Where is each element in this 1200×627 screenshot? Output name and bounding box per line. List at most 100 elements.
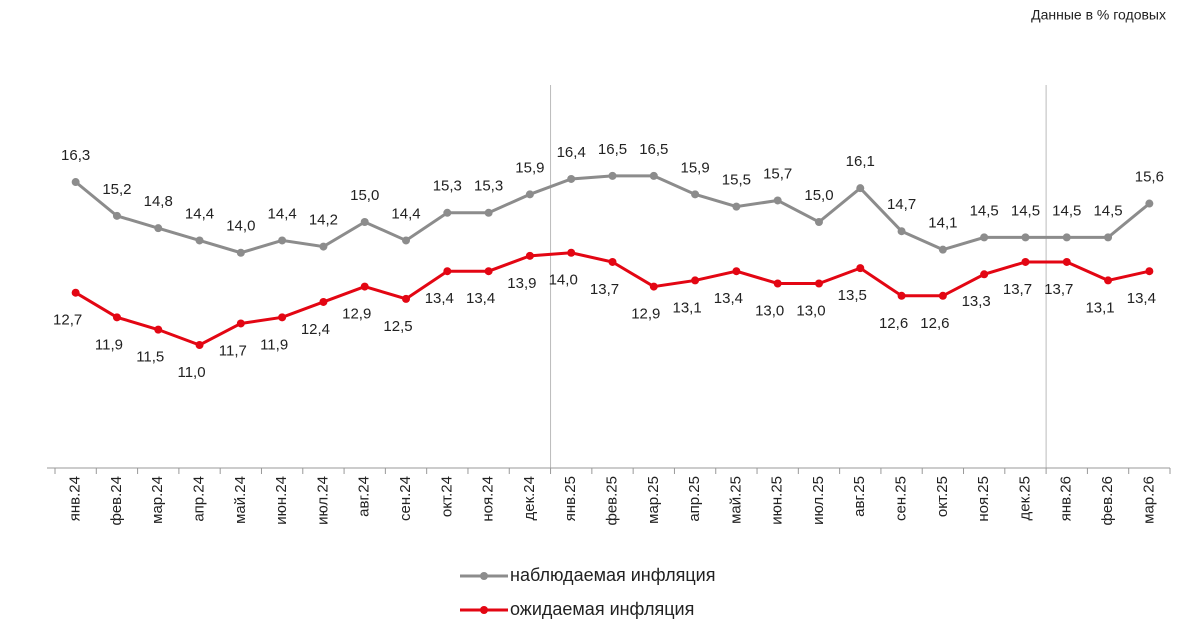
data-label: 11,9 [95,336,123,353]
marker [732,202,741,211]
data-label: 14,8 [144,193,173,210]
marker [608,257,617,266]
marker [1145,267,1154,276]
data-label: 14,7 [887,196,916,213]
data-label: 13,4 [1127,290,1156,307]
marker [319,242,328,251]
x-tick-label: июл.25 [810,476,827,525]
legend-marker [480,606,488,614]
legend-marker [480,572,488,580]
x-tick-label: апр.25 [686,476,703,522]
x-tick-label: апр.24 [191,476,208,522]
data-label: 14,2 [309,212,338,229]
x-tick-label: май.25 [727,476,744,524]
marker [154,325,163,334]
data-label: 12,9 [631,306,660,323]
marker [278,236,287,245]
marker [567,248,576,257]
marker [154,224,163,233]
marker [1104,276,1113,285]
data-label: 12,7 [53,312,82,329]
marker [814,279,823,288]
x-tick-label: янв.24 [67,476,84,521]
data-label: 11,7 [219,342,247,359]
x-tick-label: авг.25 [851,476,868,517]
data-label: 13,3 [962,293,991,310]
marker [71,288,80,297]
marker [402,236,411,245]
marker [980,270,989,279]
marker [1145,199,1154,208]
x-tick-label: сен.25 [893,476,910,521]
marker [195,236,204,245]
data-label: 13,9 [507,275,536,292]
x-tick-label: дек.24 [521,476,538,521]
data-label: 16,5 [639,141,668,158]
marker [360,282,369,291]
data-label: 13,7 [590,281,619,298]
data-label: 15,7 [763,165,792,182]
data-label: 15,9 [680,159,709,176]
marker [484,267,493,276]
data-label: 14,5 [1011,202,1040,219]
marker [897,291,906,300]
data-label: 13,1 [672,299,701,316]
x-tick-label: авг.24 [356,476,373,517]
marker [691,276,700,285]
data-label: 16,1 [846,153,875,170]
marker [112,313,121,322]
marker [236,319,245,328]
marker [938,245,947,254]
marker [938,291,947,300]
x-tick-label: окт.25 [934,476,951,517]
x-tick-label: янв.25 [562,476,579,521]
x-tick-label: фев.24 [108,476,125,526]
marker [773,279,782,288]
data-label: 15,0 [804,187,833,204]
marker [691,190,700,199]
data-label: 14,1 [928,215,957,232]
data-label: 13,4 [425,290,454,307]
data-label: 13,4 [714,290,743,307]
data-label: 13,5 [838,287,867,304]
marker [112,211,121,220]
data-label: 15,5 [722,172,751,189]
x-tick-label: июл.24 [314,476,331,525]
data-label: 14,0 [549,272,578,289]
data-label: 15,3 [433,178,462,195]
data-label: 12,6 [920,315,949,332]
data-label: 16,3 [61,147,90,164]
x-tick-label: фев.26 [1099,476,1116,526]
data-label: 14,5 [970,202,999,219]
data-label: 14,4 [391,205,420,222]
marker [1062,257,1071,266]
marker [856,184,865,193]
data-label: 15,6 [1135,169,1164,186]
data-label: 13,1 [1085,299,1114,316]
data-label: 16,4 [557,144,586,161]
marker [1021,257,1030,266]
data-label: 15,3 [474,178,503,195]
x-tick-label: ноя.24 [480,476,497,522]
data-label: 13,7 [1044,281,1073,298]
data-label: 16,5 [598,141,627,158]
marker [195,341,204,349]
x-tick-label: ноя.25 [975,476,992,522]
data-label: 14,0 [226,218,255,235]
marker [525,251,534,260]
data-label: 11,0 [177,364,205,381]
marker [360,218,369,226]
marker [402,294,411,303]
marker [814,218,823,226]
marker [278,313,287,322]
marker [649,171,658,180]
marker [1104,233,1113,242]
x-tick-label: мар.26 [1140,476,1157,524]
marker [71,178,80,187]
x-tick-label: июн.24 [273,476,290,525]
data-label: 15,0 [350,187,379,204]
data-label: 12,5 [383,318,412,335]
marker [1021,233,1030,242]
marker [443,208,452,217]
marker [732,267,741,276]
